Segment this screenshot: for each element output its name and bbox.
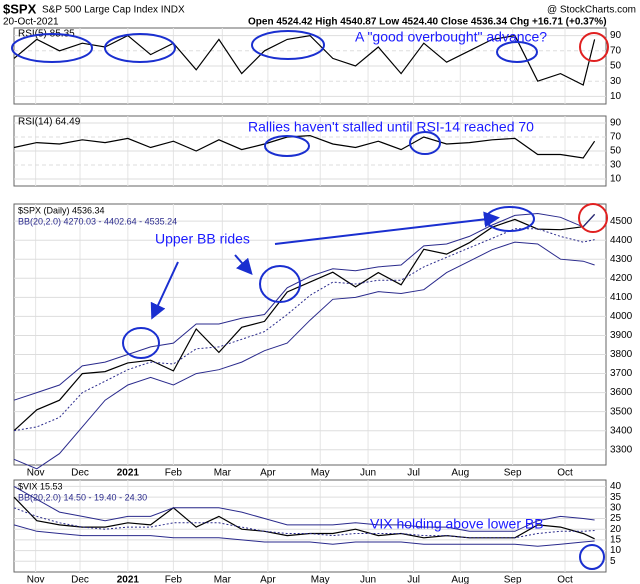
x-tick-label: Feb xyxy=(165,575,183,584)
y-tick-label: 90 xyxy=(610,30,622,41)
panel-label: RSI(14) 64.49 xyxy=(18,117,81,128)
bb-lower xyxy=(13,241,595,470)
x-tick-label: Sep xyxy=(504,575,522,584)
panel-frame xyxy=(13,203,607,466)
bb-upper xyxy=(13,212,595,401)
y-tick-label: 90 xyxy=(610,118,622,129)
y-tick-label: 50 xyxy=(610,146,622,157)
y-tick-label: 30 xyxy=(610,76,622,87)
annotation: VIX holding above lower BB xyxy=(370,516,544,532)
x-tick-label: May xyxy=(311,575,330,584)
y-tick-label: 3900 xyxy=(610,330,633,341)
x-tick-label: May xyxy=(311,468,330,479)
y-tick-label: 20 xyxy=(610,524,622,535)
y-tick-label: 30 xyxy=(610,160,622,171)
y-tick-label: 35 xyxy=(610,492,622,503)
annotation: Upper BB rides xyxy=(155,231,250,247)
y-tick-label: 10 xyxy=(610,91,622,102)
legend-entry: BB(20,2.0) 14.50 - 19.40 - 24.30 xyxy=(18,492,147,502)
y-tick-label: 15 xyxy=(610,535,622,546)
y-tick-label: 70 xyxy=(610,132,622,143)
y-tick-label: 3500 xyxy=(610,406,633,417)
bb-middle xyxy=(13,507,595,539)
y-tick-label: 30 xyxy=(610,502,622,513)
y-tick-label: 4000 xyxy=(610,311,633,322)
x-tick-label: Aug xyxy=(451,468,469,479)
x-tick-label: Oct xyxy=(557,575,573,584)
x-tick-label: Dec xyxy=(71,575,89,584)
highlights xyxy=(11,30,609,570)
x-tick-label: Mar xyxy=(214,468,232,479)
y-tick-label: 40 xyxy=(610,481,622,492)
x-tick-label: Apr xyxy=(260,575,276,584)
y-tick-label: 25 xyxy=(610,513,622,524)
y-tick-label: 5 xyxy=(610,556,616,567)
quote: Open 4524.42 High 4540.87 Low 4524.40 Cl… xyxy=(248,17,607,28)
x-tick-label: Nov xyxy=(27,468,45,479)
x-tick-label: Jul xyxy=(407,468,420,479)
y-tick-label: 4300 xyxy=(610,254,633,265)
y-tick-label: 70 xyxy=(610,45,622,56)
y-tick-label: 4100 xyxy=(610,292,633,303)
x-tick-label: Nov xyxy=(27,575,45,584)
line xyxy=(13,213,596,432)
index-name: S&P 500 Large Cap Index INDX xyxy=(42,5,185,16)
y-tick-label: 4500 xyxy=(610,216,633,227)
y-tick-label: 50 xyxy=(610,61,622,72)
x-tick-label: Dec xyxy=(71,468,89,479)
source: @ StockCharts.com xyxy=(547,5,636,16)
y-tick-label: 3400 xyxy=(610,425,633,436)
legend-entry: $VIX 15.53 xyxy=(18,481,63,491)
date: 20-Oct-2021 xyxy=(3,17,59,28)
y-tick-label: 3600 xyxy=(610,387,633,398)
y-tick-label: 3800 xyxy=(610,349,633,360)
x-tick-label: 2021 xyxy=(117,575,140,584)
x-tick-label: Feb xyxy=(165,468,183,479)
annotation: Rallies haven't stalled until RSI-14 rea… xyxy=(248,119,534,135)
line xyxy=(13,134,596,159)
y-tick-label: 3700 xyxy=(610,368,633,379)
x-tick-label: Oct xyxy=(557,468,573,479)
y-tick-label: 3300 xyxy=(610,444,633,455)
x-tick-label: Apr xyxy=(260,468,276,479)
line xyxy=(13,34,596,86)
bb-upper xyxy=(13,485,595,532)
y-tick-label: 4400 xyxy=(610,235,633,246)
symbol: $SPX xyxy=(3,1,37,16)
x-tick-label: Jun xyxy=(360,575,376,584)
bb-lower xyxy=(13,524,595,547)
x-tick-label: Sep xyxy=(504,468,522,479)
x-tick-label: 2021 xyxy=(117,468,140,479)
annotation: A "good overbought" advance? xyxy=(355,29,547,45)
x-tick-label: Jul xyxy=(407,575,420,584)
y-tick-label: 4200 xyxy=(610,273,633,284)
y-tick-label: 10 xyxy=(610,545,622,556)
x-tick-label: Aug xyxy=(451,575,469,584)
y-tick-label: 10 xyxy=(610,174,622,185)
x-tick-label: Jun xyxy=(360,468,376,479)
legend-entry: BB(20,2.0) 4270.03 - 4402.64 - 4535.24 xyxy=(18,216,177,226)
x-tick-label: Mar xyxy=(214,575,232,584)
legend-entry: $SPX (Daily) 4536.34 xyxy=(18,205,105,215)
